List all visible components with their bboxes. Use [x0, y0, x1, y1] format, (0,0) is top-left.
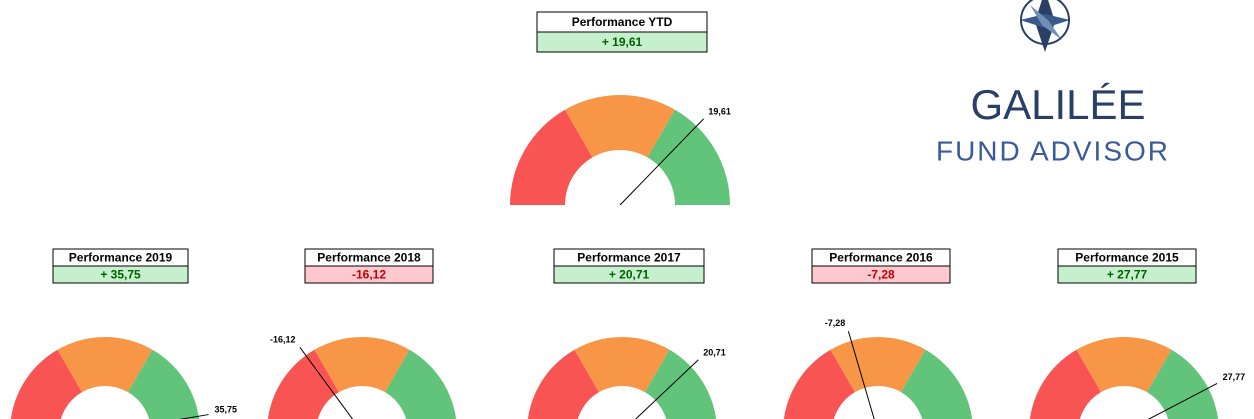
header-value: + 35,75 — [100, 268, 141, 282]
logo-name: GALILÉE — [970, 81, 1145, 128]
header-value: -16,12 — [352, 268, 386, 282]
gauge-segment — [574, 337, 670, 393]
needle-label: 35,75 — [214, 404, 237, 414]
gauge-segment — [647, 109, 730, 205]
header-value: -7,28 — [867, 268, 895, 282]
needle-label: 19,61 — [708, 106, 731, 116]
gauge-segment — [510, 109, 593, 205]
gauge-needle — [179, 414, 209, 419]
needle-label: -16,12 — [270, 334, 296, 344]
header-title: Performance 2016 — [829, 251, 933, 265]
header-value: + 27,77 — [1107, 268, 1148, 282]
gauge-segment — [565, 94, 675, 158]
gauge-needle — [635, 359, 699, 419]
header-value-box — [536, 31, 708, 53]
gauge-needle — [847, 331, 875, 419]
header-title: Performance YTD — [572, 15, 673, 29]
header-value-box — [304, 265, 434, 284]
gauge-segment — [1029, 349, 1101, 419]
gauge-segment — [314, 337, 410, 393]
gauge-segment — [527, 349, 599, 419]
header-title: Performance 2018 — [317, 251, 421, 265]
gauge-segment — [267, 349, 339, 419]
needle-label: 20,71 — [703, 347, 726, 357]
header-value-box — [1057, 265, 1197, 284]
gauge-segment — [901, 349, 973, 419]
logo-tagline: FUND ADVISOR — [936, 135, 1170, 166]
gauge-needle — [619, 118, 704, 206]
gauge-segment — [1076, 337, 1172, 393]
header-title: Performance 2017 — [577, 251, 681, 265]
gauge-segment — [128, 349, 200, 419]
gauge-segment — [385, 349, 457, 419]
logo-icon — [1020, 0, 1070, 52]
header-value: + 19,61 — [602, 35, 643, 49]
gauge-segment — [783, 349, 855, 419]
needle-label: -7,28 — [825, 318, 846, 328]
gauge-segment — [1147, 349, 1219, 419]
header-value-box — [52, 265, 189, 284]
needle-label: 27,77 — [1223, 372, 1246, 382]
header-value: + 20,71 — [609, 268, 650, 282]
header-title: Performance 2015 — [1075, 251, 1179, 265]
gauge-needle — [1147, 383, 1218, 419]
header-title: Performance 2019 — [69, 251, 173, 265]
gauge-segment — [645, 349, 717, 419]
gauge-needle — [299, 347, 354, 419]
header-value-box — [811, 265, 951, 284]
gauge-segment — [10, 349, 82, 419]
gauge-segment — [57, 337, 153, 393]
header-value-box — [553, 265, 705, 284]
